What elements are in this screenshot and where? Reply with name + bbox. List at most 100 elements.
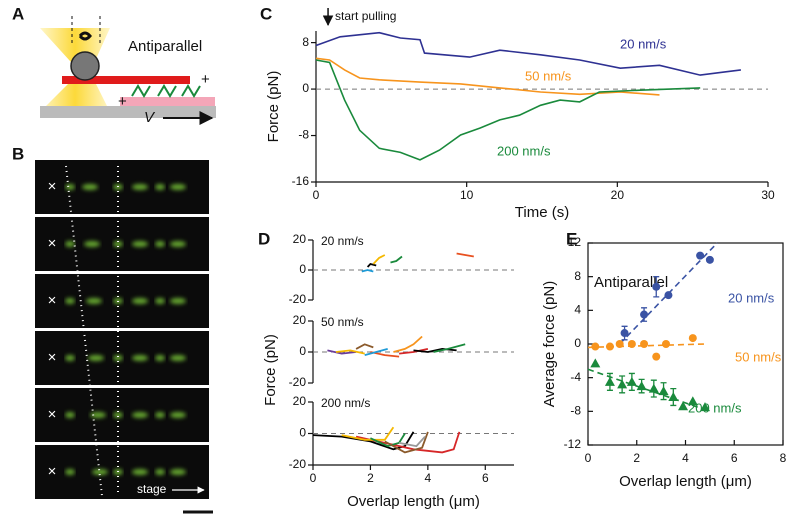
subplot-title: 20 nm/s — [321, 234, 364, 248]
velocity-label: V — [144, 109, 156, 126]
annotation: start pulling — [335, 9, 396, 23]
data-line — [456, 252, 474, 258]
data-point — [615, 340, 624, 348]
data-point — [662, 340, 670, 348]
green-spot — [65, 469, 75, 475]
data-line — [370, 433, 406, 448]
y-tick-label: -20 — [289, 375, 307, 389]
data-line — [384, 431, 429, 454]
dotted-guide — [65, 165, 103, 497]
data-point — [605, 342, 614, 351]
green-spot — [132, 412, 148, 418]
data-point — [626, 376, 637, 386]
y-tick-label: 0 — [302, 81, 309, 95]
data-point — [591, 342, 600, 351]
y-axis-label: Average force (pN) — [541, 281, 558, 407]
data-point — [688, 334, 697, 343]
y-tick-label: -8 — [570, 404, 581, 418]
data-point — [696, 251, 705, 260]
green-spot — [170, 298, 186, 304]
diagram-a: Antiparallel + + V — [40, 16, 216, 126]
x-tick-label: 4 — [425, 471, 432, 485]
x-tick-label: 4 — [682, 451, 689, 465]
green-spot — [113, 355, 123, 361]
data-line — [433, 343, 466, 353]
x-tick-label: 0 — [313, 188, 320, 202]
data-line — [390, 255, 403, 264]
green-spot — [82, 184, 98, 190]
data-line — [399, 348, 429, 355]
diagram-label: Antiparallel — [128, 38, 202, 55]
green-spot — [132, 184, 148, 190]
data-line — [413, 347, 457, 353]
green-spot — [155, 355, 165, 361]
data-point — [648, 383, 659, 393]
y-tick-label: -8 — [298, 128, 309, 142]
surface — [40, 106, 216, 118]
subplot-title: 200 nm/s — [321, 396, 370, 410]
fit-line — [587, 368, 706, 411]
y-tick-label: 0 — [299, 344, 306, 358]
y-tick-label: -20 — [289, 292, 307, 306]
marker: × — [48, 406, 57, 423]
panel-label: E — [566, 229, 577, 248]
panel-label: A — [12, 4, 24, 23]
data-point — [590, 358, 601, 368]
x-tick-label: 2 — [367, 471, 374, 485]
data-point — [658, 386, 669, 396]
marker: × — [48, 463, 57, 480]
data-point — [664, 291, 673, 300]
data-point — [636, 381, 647, 391]
data-line — [361, 269, 374, 273]
x-tick-label: 2 — [633, 451, 640, 465]
green-spot — [65, 184, 75, 190]
green-spot — [132, 298, 148, 304]
annotation: Antiparallel — [594, 274, 668, 291]
green-spot — [155, 298, 165, 304]
green-spot — [155, 412, 165, 418]
green-spot — [170, 184, 186, 190]
data-point — [687, 396, 698, 406]
data-line — [366, 262, 377, 268]
panel-label: D — [258, 229, 270, 248]
green-spot — [155, 241, 165, 247]
data-line — [335, 349, 365, 355]
laser-beam — [40, 28, 110, 112]
series-label: 50 nm/s — [735, 349, 782, 364]
plus-end: + — [201, 71, 210, 88]
data-point — [620, 329, 629, 338]
green-spot — [65, 298, 75, 304]
series-label: 200 nm/s — [497, 143, 551, 158]
y-axis-label: Force (pN) — [262, 334, 279, 406]
y-tick-label: -20 — [289, 457, 307, 471]
x-tick-label: 8 — [780, 451, 787, 465]
green-spot — [170, 412, 186, 418]
x-tick-label: 0 — [585, 451, 592, 465]
subplot-title: 50 nm/s — [321, 315, 364, 329]
green-spot — [113, 469, 123, 475]
data-point — [640, 340, 649, 348]
y-tick-label: -16 — [292, 174, 310, 188]
y-tick-label: 20 — [293, 394, 307, 408]
plus-end: + — [118, 93, 127, 110]
green-spot — [113, 412, 123, 418]
green-spot — [113, 241, 123, 247]
data-line — [315, 59, 701, 161]
y-tick-label: -12 — [564, 437, 582, 451]
y-tick-label: 12 — [568, 235, 582, 249]
green-spot — [155, 469, 165, 475]
data-line — [315, 57, 660, 96]
data-line — [398, 435, 426, 448]
x-tick-label: 10 — [460, 188, 474, 202]
green-spot — [132, 469, 148, 475]
bead — [70, 51, 100, 81]
green-spot — [88, 355, 104, 361]
x-tick-label: 0 — [310, 471, 317, 485]
x-tick-label: 30 — [761, 188, 775, 202]
series-label: 200 nm/s — [688, 400, 742, 415]
green-spot — [84, 241, 100, 247]
trap-marker — [78, 31, 92, 41]
y-tick-label: 0 — [574, 336, 581, 350]
green-spot — [155, 184, 165, 190]
